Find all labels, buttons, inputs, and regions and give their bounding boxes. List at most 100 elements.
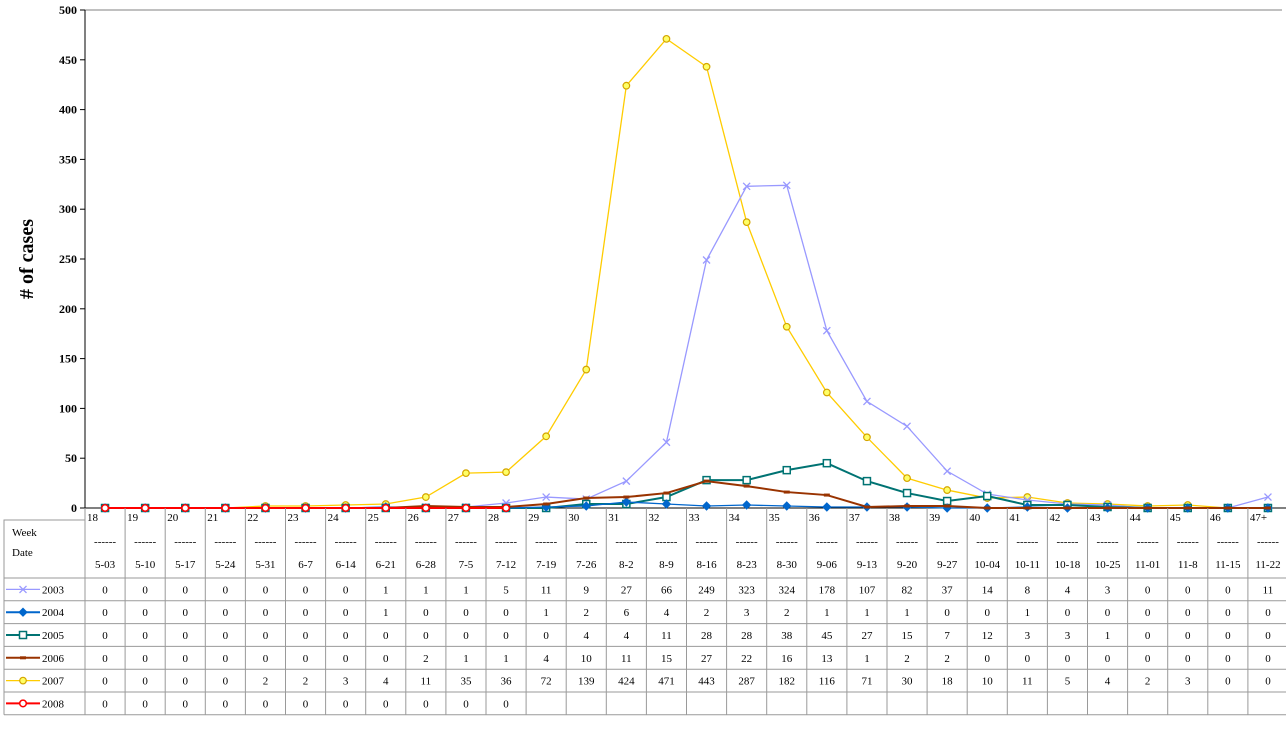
table-cell-value: 0 bbox=[142, 676, 148, 688]
table-cell-value: 0 bbox=[303, 607, 309, 619]
table-cell-value: 0 bbox=[423, 607, 429, 619]
table-cell-value: 1 bbox=[383, 584, 389, 596]
series-lines bbox=[100, 34, 1273, 513]
data-point bbox=[903, 474, 911, 483]
table-cell-value: 71 bbox=[861, 676, 872, 688]
y-tick-label: 450 bbox=[59, 53, 77, 67]
table-cell-value: 2 bbox=[584, 607, 590, 619]
table-cell-value: 0 bbox=[1185, 607, 1191, 619]
table-cell-value: 0 bbox=[343, 698, 349, 710]
table-cell-value: 0 bbox=[223, 607, 229, 619]
data-point bbox=[462, 469, 470, 478]
table-cell-value: 0 bbox=[102, 630, 108, 642]
table-cell-value: 11 bbox=[661, 630, 672, 642]
data-point bbox=[742, 475, 751, 485]
table-cell-value: 116 bbox=[819, 676, 836, 688]
table-cell-value: 1 bbox=[543, 607, 549, 619]
data-point bbox=[984, 506, 991, 510]
table-cell-value: 1 bbox=[904, 607, 910, 619]
table-cell-value: 0 bbox=[343, 584, 349, 596]
data-point bbox=[623, 495, 630, 499]
legend-key-2006 bbox=[6, 656, 40, 660]
table-cell-value: 28 bbox=[701, 630, 713, 642]
data-table: WeekDate18------5-0319------5-1020------… bbox=[3, 508, 1286, 716]
table-cell-value: 27 bbox=[621, 584, 633, 596]
table-cell-value: 0 bbox=[503, 698, 509, 710]
table-cell-value: 0 bbox=[223, 653, 229, 665]
table-cell-value: 3 bbox=[1065, 630, 1071, 642]
table-cell-value: 1 bbox=[503, 653, 509, 665]
week-label: 38 bbox=[889, 512, 901, 524]
table-cell-value: 0 bbox=[1105, 607, 1111, 619]
data-point bbox=[421, 493, 430, 501]
legend-key-2007 bbox=[6, 676, 40, 685]
data-point bbox=[341, 503, 350, 513]
week-date-separator: ------ bbox=[174, 536, 196, 548]
data-point bbox=[702, 256, 711, 264]
data-point bbox=[1024, 506, 1031, 510]
table-cell-value: 28 bbox=[741, 630, 753, 642]
table-cell-value: 36 bbox=[501, 676, 513, 688]
table-cell-value: 2 bbox=[1145, 676, 1151, 688]
week-date-separator: ------ bbox=[254, 536, 276, 548]
table-cell-value: 0 bbox=[1145, 630, 1151, 642]
table-cell-value: 182 bbox=[779, 676, 796, 688]
week-label: 27 bbox=[448, 512, 460, 524]
table-cell-value: 30 bbox=[902, 676, 914, 688]
week-date-separator: ------ bbox=[375, 536, 397, 548]
table-cell-value: 443 bbox=[698, 676, 715, 688]
table-cell-value: 0 bbox=[102, 676, 108, 688]
week-label: 41 bbox=[1009, 512, 1020, 524]
week-date-separator: ------ bbox=[134, 536, 156, 548]
data-point bbox=[583, 496, 590, 500]
table-cell-value: 2 bbox=[704, 607, 710, 619]
table-cell-value: 0 bbox=[423, 698, 429, 710]
data-point bbox=[742, 218, 751, 227]
table-cell-value: 0 bbox=[1065, 607, 1071, 619]
table-cell-value: 37 bbox=[942, 584, 954, 596]
legend-key-2004 bbox=[6, 607, 40, 617]
table-cell-value: 5 bbox=[1065, 676, 1071, 688]
week-date-separator: ------ bbox=[1257, 536, 1279, 548]
y-tick-label: 200 bbox=[59, 302, 77, 316]
data-point bbox=[661, 499, 672, 509]
week-label: 22 bbox=[247, 512, 258, 524]
week-date-separator: ------ bbox=[976, 536, 998, 548]
legend-marker bbox=[19, 676, 27, 685]
date-label: 11-01 bbox=[1135, 559, 1160, 571]
table-cell-value: 27 bbox=[861, 630, 873, 642]
table-cell-value: 1 bbox=[383, 607, 389, 619]
table-cell-value: 4 bbox=[383, 676, 389, 688]
week-date-separator: ------ bbox=[1056, 536, 1078, 548]
date-label: 10-11 bbox=[1015, 559, 1040, 571]
data-point bbox=[863, 505, 870, 509]
data-point bbox=[783, 490, 790, 494]
table-cell-value: 0 bbox=[1225, 607, 1231, 619]
week-date-separator: ------ bbox=[896, 536, 918, 548]
table-cell-value: 35 bbox=[460, 676, 472, 688]
data-point bbox=[461, 503, 471, 513]
table-cell-value: 38 bbox=[781, 630, 793, 642]
table-cell-value: 0 bbox=[223, 630, 229, 642]
date-label: 8-30 bbox=[777, 559, 798, 571]
date-label: 6-21 bbox=[376, 559, 396, 571]
data-point bbox=[943, 467, 952, 476]
date-label: 8-2 bbox=[619, 559, 634, 571]
table-cell-value: 0 bbox=[303, 630, 309, 642]
week-label: 36 bbox=[809, 512, 821, 524]
data-point bbox=[1104, 506, 1111, 510]
date-label: 10-25 bbox=[1095, 559, 1121, 571]
table-cell-value: 0 bbox=[1185, 584, 1191, 596]
data-point bbox=[663, 491, 670, 495]
data-point bbox=[822, 502, 832, 512]
legend-marker bbox=[18, 630, 28, 640]
table-cell-value: 0 bbox=[142, 630, 148, 642]
table-cell-value: 1 bbox=[463, 653, 469, 665]
data-point bbox=[502, 468, 510, 477]
data-point bbox=[903, 422, 912, 431]
table-cell-value: 0 bbox=[102, 653, 108, 665]
table-cell-value: 4 bbox=[1105, 676, 1111, 688]
week-label: 30 bbox=[568, 512, 580, 524]
data-point bbox=[944, 504, 951, 508]
data-point bbox=[902, 488, 912, 498]
